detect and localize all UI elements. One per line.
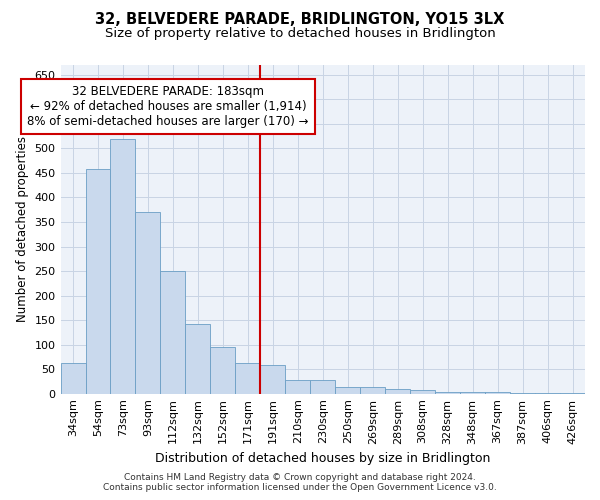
Bar (410, 390, 435, 394)
Bar (61, 364, 86, 394)
Text: Size of property relative to detached houses in Bridlington: Size of property relative to detached ho… (104, 28, 496, 40)
Bar (435, 392, 460, 394)
Bar (160, 271, 185, 394)
Bar (86, 170, 110, 394)
Text: 32 BELVEDERE PARADE: 183sqm
← 92% of detached houses are smaller (1,914)
8% of s: 32 BELVEDERE PARADE: 183sqm ← 92% of det… (27, 84, 308, 128)
Text: Contains HM Land Registry data © Crown copyright and database right 2024.
Contai: Contains HM Land Registry data © Crown c… (103, 473, 497, 492)
Bar (260, 364, 286, 394)
Text: 32, BELVEDERE PARADE, BRIDLINGTON, YO15 3LX: 32, BELVEDERE PARADE, BRIDLINGTON, YO15 … (95, 12, 505, 28)
Bar (460, 392, 485, 394)
Bar (286, 380, 310, 394)
Bar (310, 380, 335, 394)
Bar (235, 364, 260, 394)
Bar (485, 392, 510, 394)
Bar (510, 392, 535, 394)
Bar (360, 388, 385, 394)
Bar (335, 388, 360, 394)
Bar (136, 212, 160, 394)
Bar (110, 138, 136, 394)
Bar (211, 347, 235, 394)
X-axis label: Distribution of detached houses by size in Bridlington: Distribution of detached houses by size … (155, 452, 490, 465)
Bar (185, 324, 211, 394)
Bar (535, 392, 560, 394)
Bar (385, 389, 410, 394)
Y-axis label: Number of detached properties: Number of detached properties (16, 136, 29, 322)
